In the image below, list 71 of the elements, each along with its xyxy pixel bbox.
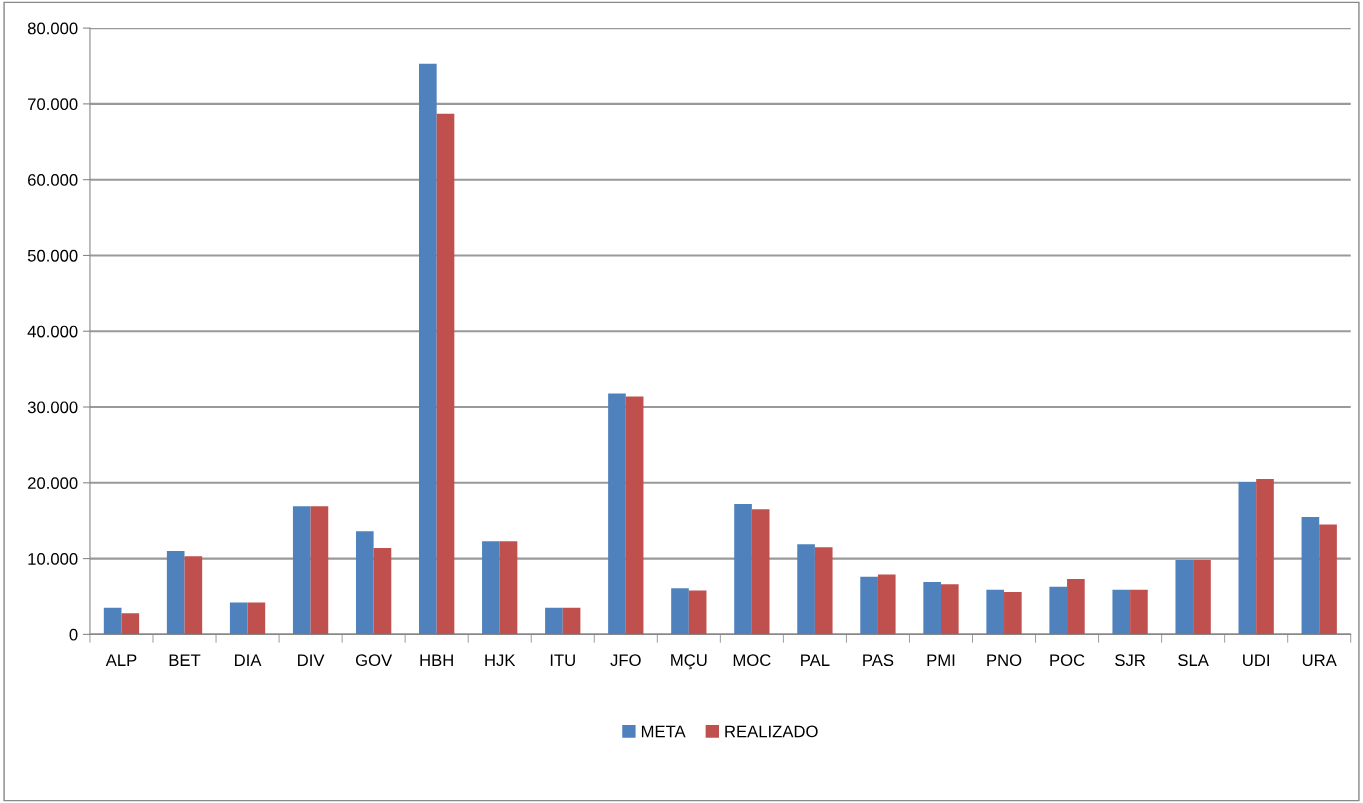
bar [814, 547, 833, 635]
bar [166, 551, 185, 635]
y-tick-label: 50.000 [27, 249, 78, 262]
bar [545, 607, 563, 635]
bar [229, 602, 248, 635]
bar [184, 556, 203, 635]
x-tick-label: GOV [355, 654, 393, 667]
y-tick-label: 0 [69, 628, 78, 641]
legend-label: REALIZADO [725, 725, 818, 738]
bar [419, 63, 437, 635]
bar [625, 396, 644, 635]
y-tick-label: 70.000 [28, 98, 78, 111]
y-tick-label: 80.000 [27, 22, 78, 35]
legend-label: META [641, 725, 686, 738]
x-tick-label: HBH [420, 654, 453, 666]
bar [1193, 560, 1211, 635]
bar [310, 506, 329, 635]
bar [751, 509, 770, 635]
x-tick-label: MÇU [671, 654, 707, 670]
x-tick-label: ALP [105, 654, 137, 666]
bar [247, 602, 266, 635]
bar [1067, 579, 1085, 635]
bar [1256, 479, 1274, 635]
bar [1130, 589, 1148, 635]
x-tick-label: HJK [485, 654, 516, 667]
bar [923, 582, 941, 635]
bar [1175, 560, 1194, 635]
x-tick-label: JFO [610, 654, 641, 667]
bar [103, 607, 122, 635]
bar [1004, 591, 1022, 635]
bar [1319, 524, 1337, 635]
bar [671, 588, 689, 635]
x-tick-label: DIA [235, 654, 262, 666]
y-tick-label: 30.000 [27, 401, 78, 414]
bar [877, 574, 896, 635]
x-tick-label: BET [169, 654, 201, 666]
x-tick-label: SLA [1178, 654, 1209, 667]
x-tick-label: PNO [987, 654, 1022, 667]
x-tick-label: UDI [1243, 654, 1269, 667]
bar [482, 541, 500, 635]
bar [562, 607, 581, 635]
x-tick-label: PMI [927, 654, 955, 666]
bar [860, 576, 878, 635]
bar [734, 504, 752, 635]
bar [986, 589, 1005, 635]
bar [688, 590, 707, 635]
x-tick-label: ITU [550, 654, 575, 667]
x-tick-label: PAL [801, 654, 830, 666]
bar [940, 584, 959, 635]
bar [1049, 586, 1068, 635]
bar [436, 113, 455, 635]
bar [1301, 516, 1320, 635]
x-tick-label: MOC [733, 654, 771, 667]
bar [355, 531, 374, 635]
bar [797, 544, 815, 635]
bar [1112, 589, 1131, 635]
bar [292, 506, 311, 635]
y-tick-label: 20.000 [28, 477, 78, 490]
y-tick-label: 10.000 [28, 552, 78, 565]
x-tick-label: PAS [863, 654, 894, 667]
bar [499, 541, 518, 635]
x-tick-label: POC [1050, 654, 1085, 667]
y-tick-label: 60.000 [28, 174, 78, 186]
x-tick-label: URA [1302, 654, 1337, 667]
x-tick-label: DIV [298, 654, 325, 666]
bar [121, 613, 140, 635]
x-tick-label: SJR [1115, 654, 1146, 667]
bar [608, 393, 626, 635]
bar [1238, 482, 1257, 635]
bar [373, 547, 392, 635]
y-tick-label: 40.000 [27, 325, 78, 338]
